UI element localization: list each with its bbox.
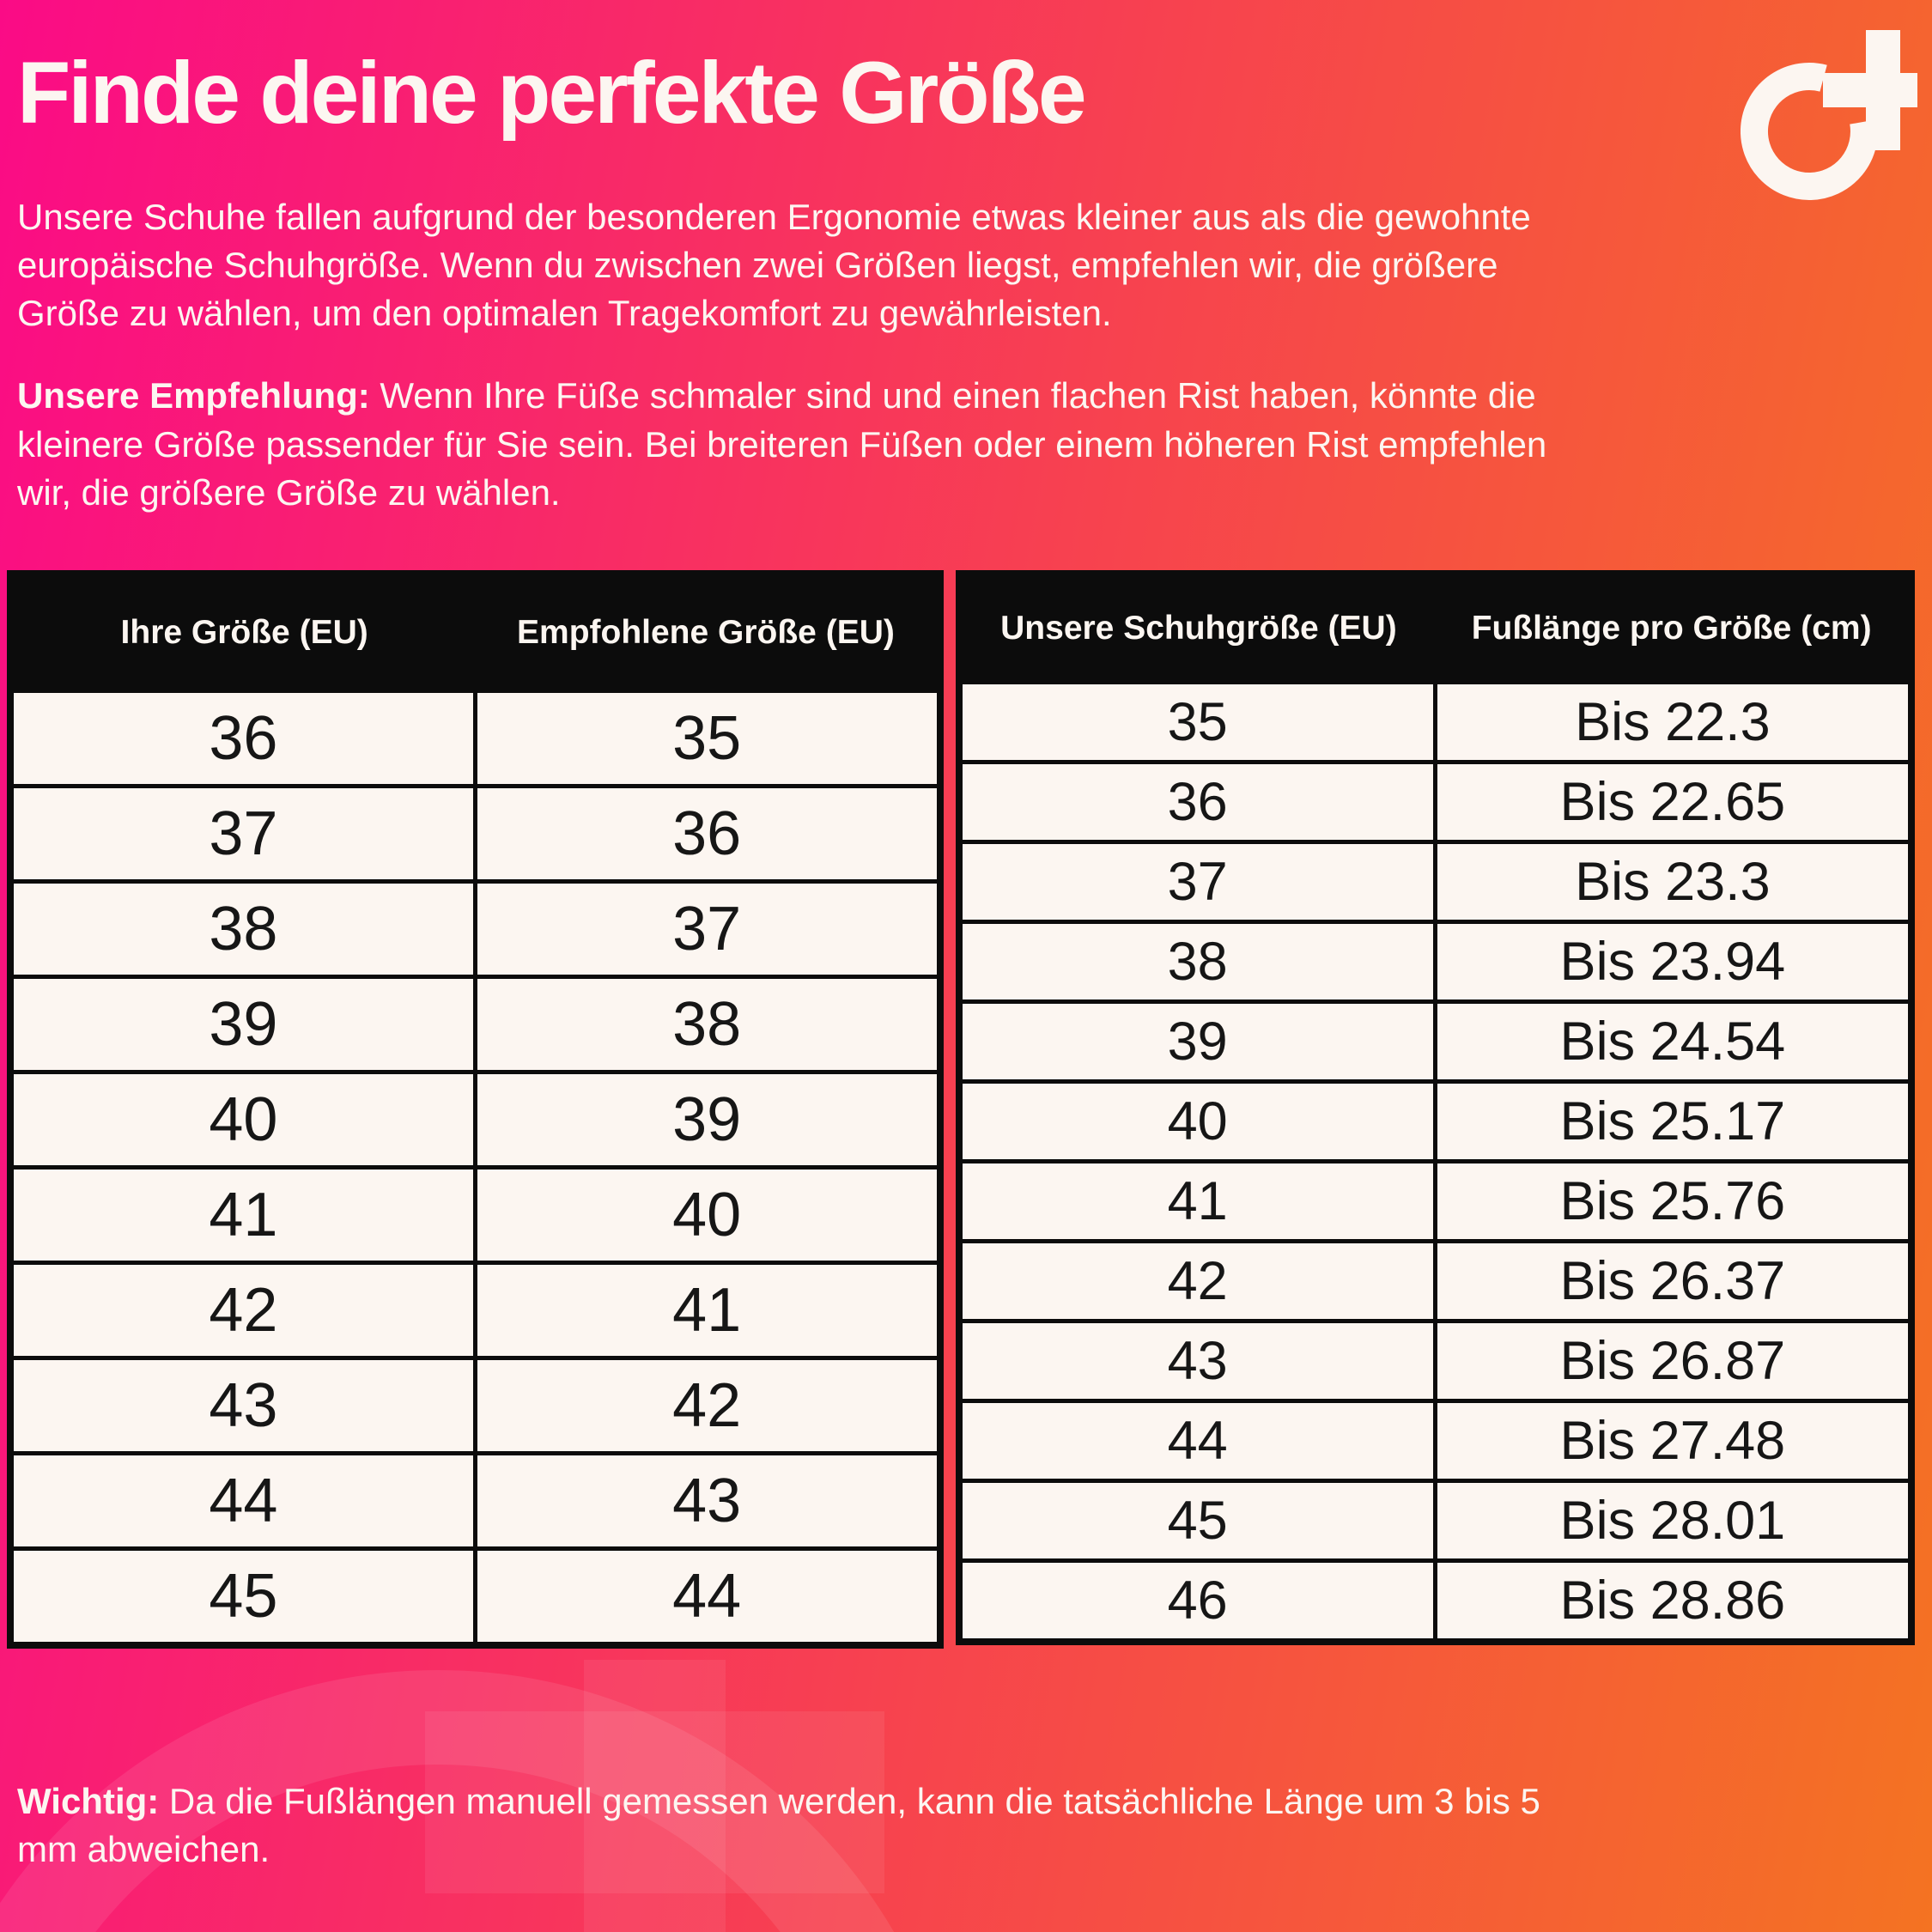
table-cell: 37 — [472, 879, 943, 980]
table-cell: Bis 25.76 — [1432, 1159, 1914, 1244]
table-cell: 39 — [957, 999, 1437, 1084]
table-row: 41 40 — [8, 1165, 943, 1266]
table-cell: 35 — [472, 689, 943, 789]
table-cell: 42 — [8, 1261, 477, 1361]
table-cell: 38 — [8, 879, 477, 980]
table-cell: 38 — [472, 975, 943, 1075]
table-row: 44 Bis 27.48 — [957, 1399, 1914, 1484]
table-cell: Bis 26.87 — [1432, 1319, 1914, 1404]
table-row: 43 42 — [8, 1356, 943, 1456]
foot-length-table: Unsere Schuhgröße (EU) Fußlänge pro Größe… — [955, 570, 1915, 1646]
note-text: Da die Fußlängen manuell gemessen werden… — [17, 1781, 1540, 1870]
table-cell: 40 — [957, 1079, 1437, 1164]
table-cell: Bis 26.37 — [1432, 1239, 1914, 1324]
table-cell: 41 — [8, 1165, 477, 1266]
table-cell: Bis 28.86 — [1432, 1558, 1914, 1644]
note-lead: Wichtig: — [17, 1781, 160, 1822]
table-cell: 45 — [957, 1479, 1437, 1564]
page-title: Finde deine perfekte Größe — [17, 44, 1087, 142]
table-cell: 44 — [8, 1451, 477, 1552]
table-cell: Bis 23.3 — [1432, 840, 1914, 925]
table-cell: 45 — [8, 1546, 477, 1648]
table-cell: Bis 27.48 — [1432, 1399, 1914, 1484]
header-row: Ihre Größe (EU) Empfohlene Größe (EU) — [10, 574, 940, 691]
table-cell: 40 — [472, 1165, 943, 1266]
table-row: 38 37 — [8, 879, 943, 980]
table-cell: 44 — [472, 1546, 943, 1648]
column-header: Ihre Größe (EU) — [10, 574, 476, 691]
table-cell: 39 — [8, 975, 477, 1075]
size-conversion-table: Ihre Größe (EU) Empfohlene Größe (EU) 36 3… — [7, 570, 944, 1649]
brand-logo-icon — [1741, 30, 1917, 200]
table-cell: 36 — [8, 689, 477, 789]
table-row: 46 Bis 28.86 — [957, 1558, 1914, 1644]
table-cell: 41 — [472, 1261, 943, 1361]
table-cell: 36 — [472, 784, 943, 884]
table-cell: 39 — [472, 1070, 943, 1170]
table-cell: 43 — [957, 1319, 1437, 1404]
table-row: 39 38 — [8, 975, 943, 1075]
table-row: 42 41 — [8, 1261, 943, 1361]
content-area: Finde deine perfekte Größe Unsere Schuhe… — [0, 39, 1932, 1874]
table-cell: 35 — [957, 680, 1437, 765]
table-row: 37 Bis 23.3 — [957, 840, 1914, 925]
table-cell: 43 — [472, 1451, 943, 1552]
column-header: Unsere Schuhgröße (EU) — [958, 574, 1436, 683]
disclaimer-note: Wichtig: Da die Fußlängen manuell gemess… — [17, 1777, 1606, 1874]
table-cell: Bis 25.17 — [1432, 1079, 1914, 1164]
table-row: 41 Bis 25.76 — [957, 1159, 1914, 1244]
table-row: 39 Bis 24.54 — [957, 999, 1914, 1084]
table-cell: Bis 22.3 — [1432, 680, 1914, 765]
table-row: 36 35 — [8, 689, 943, 789]
table-cell: 44 — [957, 1399, 1437, 1484]
table-cell: Bis 24.54 — [1432, 999, 1914, 1084]
table-row: 44 43 — [8, 1451, 943, 1552]
column-header: Empfohlene Größe (EU) — [475, 574, 940, 691]
table-cell: 36 — [957, 760, 1437, 845]
table-cell: Bis 28.01 — [1432, 1479, 1914, 1564]
recommendation-lead: Unsere Empfehlung: — [17, 375, 370, 416]
size-tables: Ihre Größe (EU) Empfohlene Größe (EU) 36 3… — [7, 570, 1915, 1649]
table-row: 35 Bis 22.3 — [957, 680, 1914, 765]
table-cell: Bis 23.94 — [1432, 920, 1914, 1005]
table-cell: Bis 22.65 — [1432, 760, 1914, 845]
table-row: 36 Bis 22.65 — [957, 760, 1914, 845]
table-cell: 43 — [8, 1356, 477, 1456]
table-cell: 42 — [957, 1239, 1437, 1324]
table-row: 40 Bis 25.17 — [957, 1079, 1914, 1164]
table-cell: 38 — [957, 920, 1437, 1005]
table-row: 45 44 — [8, 1546, 943, 1648]
table-row: 45 Bis 28.01 — [957, 1479, 1914, 1564]
table-cell: 42 — [472, 1356, 943, 1456]
table-row: 42 Bis 26.37 — [957, 1239, 1914, 1324]
intro-paragraph: Unsere Schuhe fallen aufgrund der besond… — [17, 193, 1563, 338]
table-row: 37 36 — [8, 784, 943, 884]
table-cell: 37 — [8, 784, 477, 884]
recommendation-paragraph: Unsere Empfehlung: Wenn Ihre Füße schmal… — [17, 372, 1563, 517]
recommendation-text: Wenn Ihre Füße schmaler sind und einen f… — [17, 375, 1547, 513]
table-row: 40 39 — [8, 1070, 943, 1170]
header-row: Unsere Schuhgröße (EU) Fußlänge pro Größe… — [958, 574, 1911, 683]
table-row: 43 Bis 26.87 — [957, 1319, 1914, 1404]
table-cell: 46 — [957, 1558, 1437, 1644]
table-row: 38 Bis 23.94 — [957, 920, 1914, 1005]
intro-text: Unsere Schuhe fallen aufgrund der besond… — [17, 196, 1531, 334]
column-header: Fußlänge pro Größe (cm) — [1435, 574, 1911, 683]
table-cell: 37 — [957, 840, 1437, 925]
table-cell: 41 — [957, 1159, 1437, 1244]
table-cell: 40 — [8, 1070, 477, 1170]
